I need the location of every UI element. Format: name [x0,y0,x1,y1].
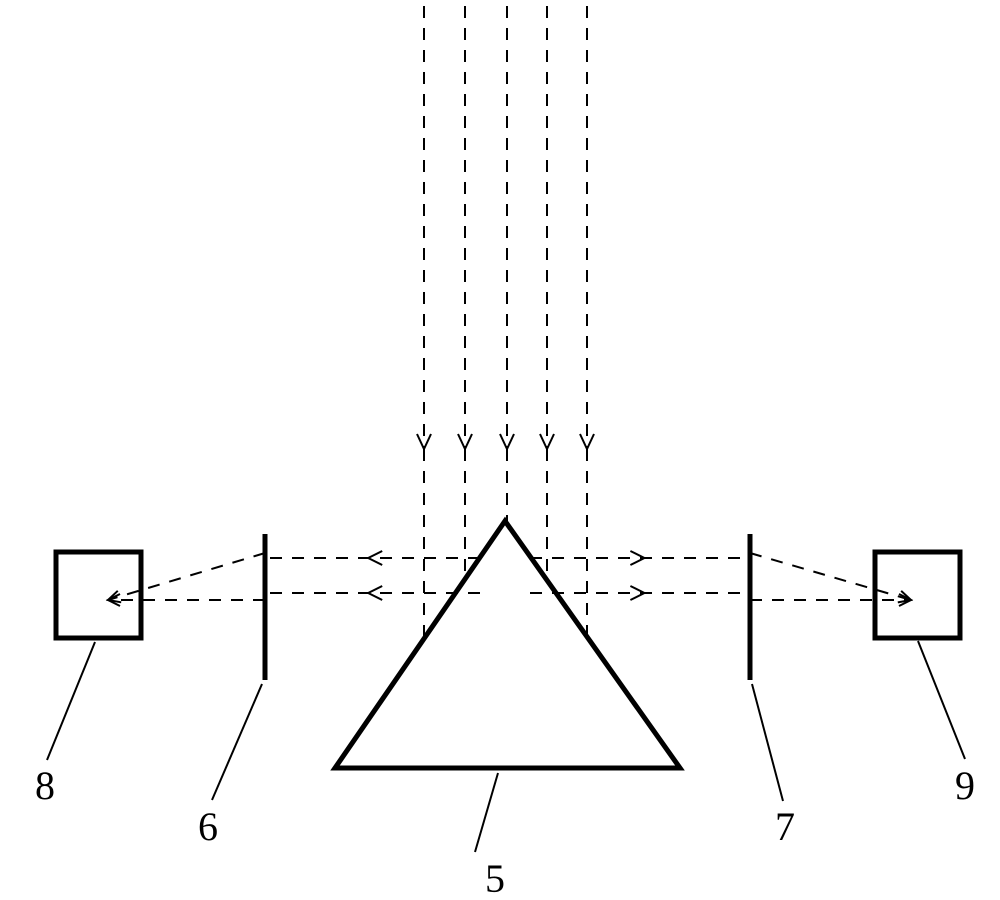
leader-d6 [212,684,262,800]
leader-d8 [47,642,95,760]
focus-ray [750,553,911,600]
leader-d5 [475,773,498,852]
label-d7: 7 [775,804,795,849]
detector-right [875,552,960,638]
leader-d9 [918,641,965,759]
label-d5: 5 [485,856,505,900]
leader-d7 [752,684,783,801]
detector-left [56,552,141,638]
label-d9: 9 [955,763,975,808]
focus-ray [108,553,265,600]
label-d6: 6 [198,804,218,849]
label-d8: 8 [35,763,55,808]
